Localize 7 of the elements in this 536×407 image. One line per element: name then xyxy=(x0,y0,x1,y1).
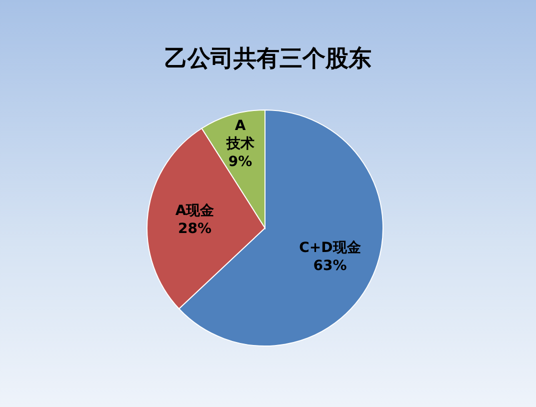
slice-label: A 技术 xyxy=(225,118,254,152)
data-label: 28% xyxy=(178,221,212,238)
slice-label: C+D现金 xyxy=(299,240,362,256)
chart-title: 乙公司共有三个股东 xyxy=(164,45,372,72)
data-label: 9% xyxy=(228,154,252,170)
slice-label: A现金 xyxy=(175,203,216,220)
data-label: 63% xyxy=(313,258,347,274)
